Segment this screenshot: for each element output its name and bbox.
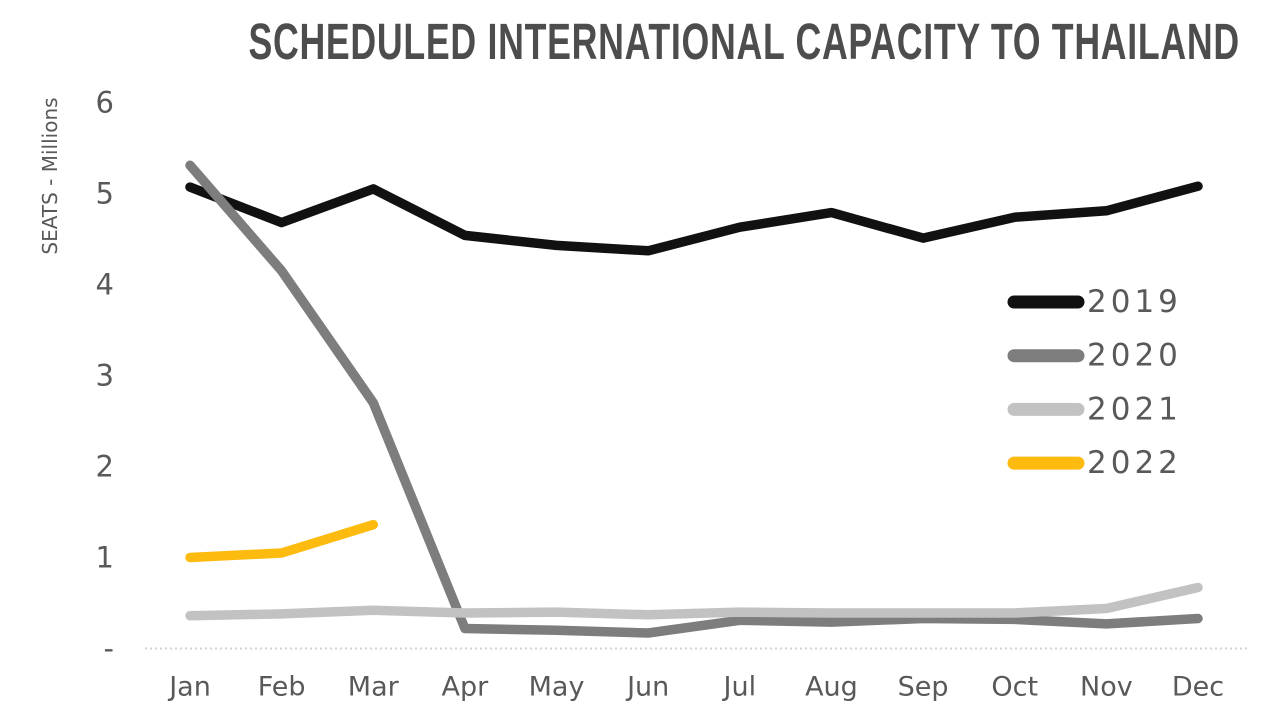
x-axis-label-sep: Sep bbox=[898, 672, 949, 703]
series-line-2019 bbox=[185, 181, 1203, 256]
series-line-2022 bbox=[185, 519, 379, 563]
chart-title-wrap: SCHEDULED INTERNATIONAL CAPACITY TO THAI… bbox=[36, 16, 1280, 67]
series-line-2020 bbox=[185, 160, 1203, 638]
y-tick-label-2: 2 bbox=[96, 450, 114, 484]
y-tick-label-1: 1 bbox=[96, 541, 114, 575]
x-axis-label-may: May bbox=[529, 672, 585, 703]
legend-label-2021: 2021 bbox=[1087, 391, 1182, 427]
x-axis-label-oct: Oct bbox=[991, 672, 1038, 703]
x-axis-label-nov: Nov bbox=[1080, 672, 1133, 703]
y-tick-label-zero: - bbox=[104, 632, 114, 666]
legend-label-2020: 2020 bbox=[1087, 338, 1182, 374]
y-axis-title: SEATS - Millions bbox=[38, 97, 62, 254]
y-tick-label-3: 3 bbox=[96, 359, 114, 393]
y-tick-label-4: 4 bbox=[96, 268, 114, 302]
chart-title: SCHEDULED INTERNATIONAL CAPACITY TO THAI… bbox=[248, 13, 1240, 70]
legend-label-2019: 2019 bbox=[1087, 284, 1182, 320]
x-axis-label-aug: Aug bbox=[805, 672, 858, 703]
x-axis-label-jul: Jul bbox=[722, 672, 757, 703]
x-axis-label-feb: Feb bbox=[258, 672, 306, 703]
x-axis-label-dec: Dec bbox=[1172, 672, 1224, 703]
y-tick-label-5: 5 bbox=[96, 177, 114, 211]
y-tick-label-6: 6 bbox=[96, 86, 114, 120]
x-axis-label-apr: Apr bbox=[442, 672, 490, 703]
x-axis-label-jan: Jan bbox=[167, 672, 211, 703]
series-line-2021 bbox=[185, 582, 1203, 621]
x-axis-label-jun: Jun bbox=[625, 672, 669, 703]
legend-label-2022: 2022 bbox=[1087, 445, 1182, 481]
x-axis-label-mar: Mar bbox=[348, 672, 400, 703]
